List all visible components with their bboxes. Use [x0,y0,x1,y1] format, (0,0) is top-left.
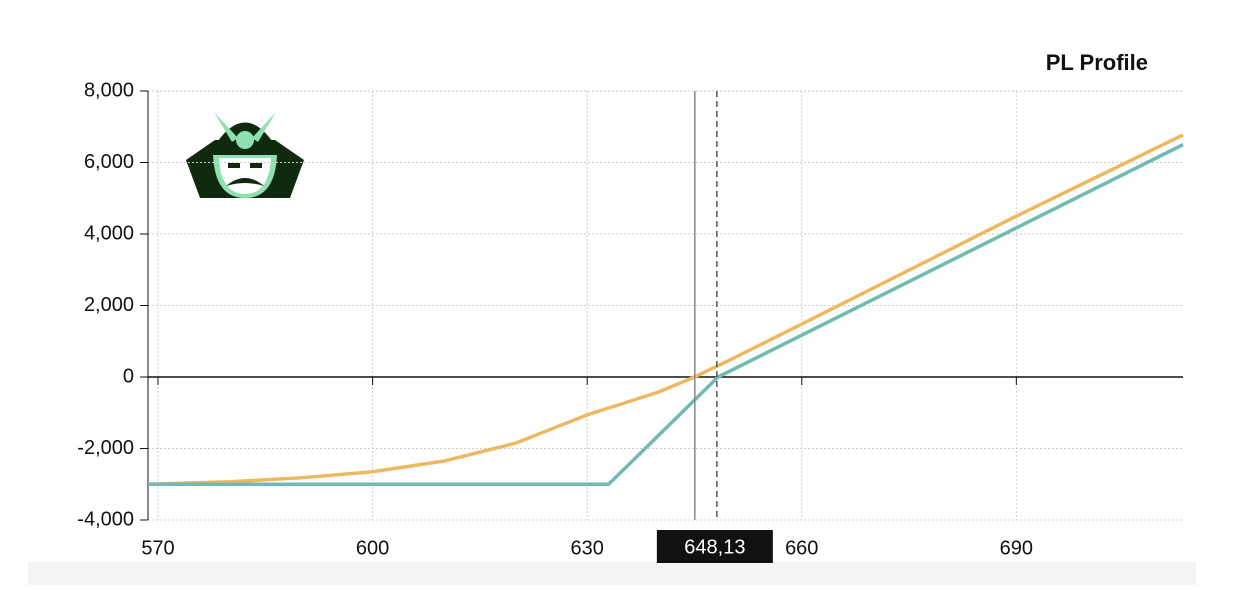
y-tick-label: 6,000 [84,151,134,173]
scroll-band [28,562,1196,585]
x-tick-label: 600 [356,537,389,559]
crosshair-label-box [656,530,773,563]
y-tick-label: 8,000 [84,79,134,101]
y-tick-label: -2,000 [77,437,134,459]
y-tick-label: -4,000 [77,508,134,530]
y-tick-label: 0 [123,365,134,387]
logo [186,112,304,198]
x-tick-label: 660 [785,537,818,559]
pl-line [147,133,1184,486]
y-tick-label: 2,000 [84,294,134,316]
crosshair-label: 648,13 [684,536,745,558]
pl-line [148,143,1184,486]
x-tick-label: 630 [570,537,603,559]
x-tick-label: 690 [1000,537,1033,559]
y-tick-label: 4,000 [84,222,134,244]
chart-title: PL Profile [1046,50,1148,75]
x-tick-label: 570 [141,537,174,559]
